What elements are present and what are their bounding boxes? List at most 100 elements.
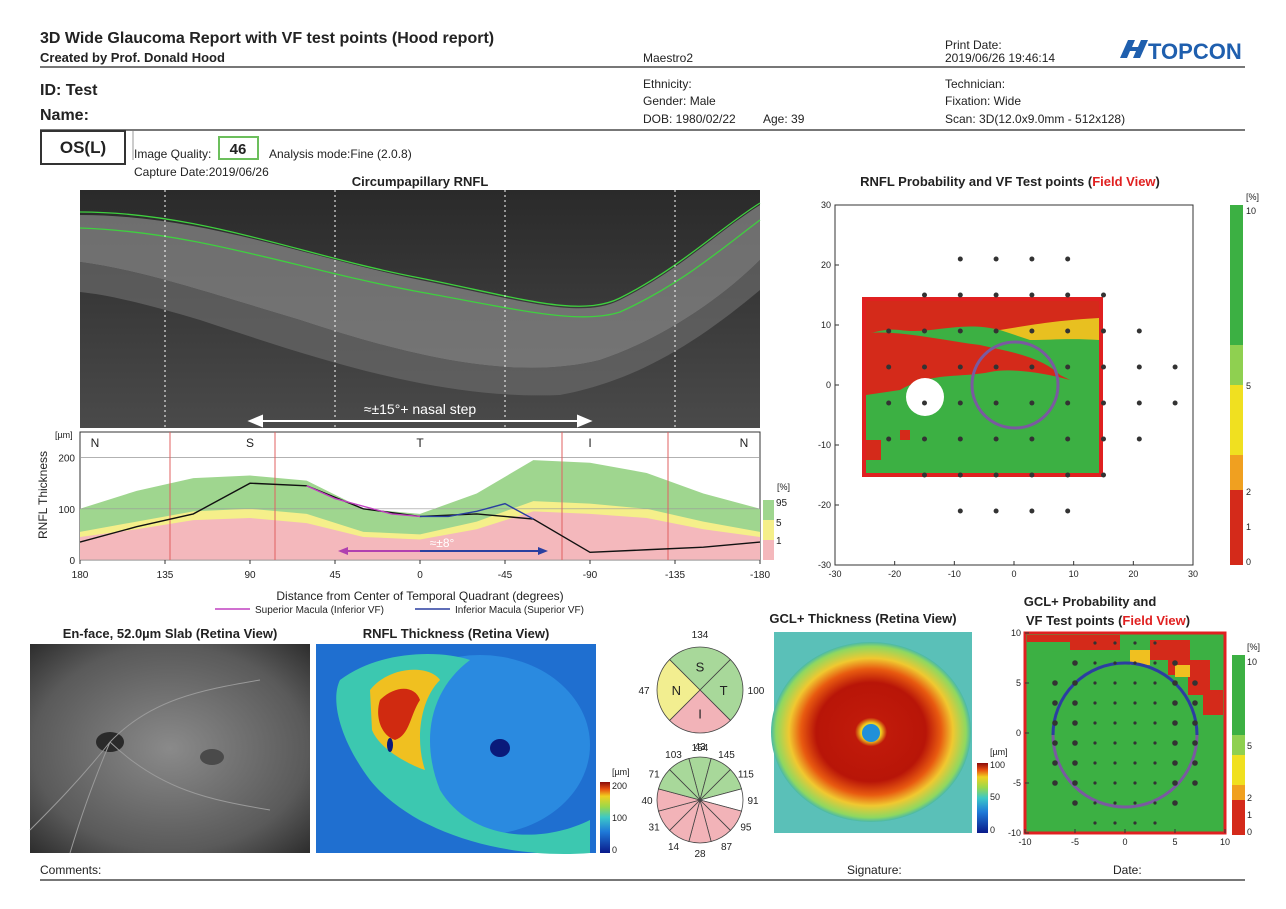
report-subtitle: Created by Prof. Donald Hood xyxy=(40,50,225,65)
sector xyxy=(669,757,701,802)
vf-test-point xyxy=(1136,364,1142,370)
x-tick-label: 0 xyxy=(1122,837,1127,847)
vf-test-point xyxy=(1065,508,1071,514)
vf-test-point xyxy=(1101,364,1106,370)
vf-test-point xyxy=(1029,436,1035,442)
vf-test-point xyxy=(1192,740,1198,746)
vf-test-point xyxy=(1153,761,1157,765)
analysis-mode: Analysis mode:Fine (2.0.8) xyxy=(269,147,412,161)
comments-label: Comments: xyxy=(40,863,101,877)
y-unit: [µm] xyxy=(55,430,73,440)
vf-test-point xyxy=(1113,641,1117,645)
x-tick-label: -30 xyxy=(828,569,841,579)
scale-label: 10 xyxy=(1246,206,1256,216)
print-date: 2019/06/26 19:46:14 xyxy=(945,51,1055,65)
vf-test-point xyxy=(922,400,927,406)
y-tick-label: 10 xyxy=(1011,628,1021,638)
superior-macula-line xyxy=(306,485,421,518)
vf-test-point xyxy=(886,436,892,442)
vf-test-point xyxy=(1101,328,1106,334)
vf-test-point xyxy=(1029,256,1035,262)
capture-date: Capture Date:2019/06/26 xyxy=(134,165,269,179)
sector-value: 28 xyxy=(694,849,706,860)
vf-test-point xyxy=(1052,780,1058,786)
sector-value: 40 xyxy=(641,796,653,807)
sector-label: N xyxy=(740,436,749,450)
sector xyxy=(656,659,701,721)
vf-test-point xyxy=(1029,472,1035,478)
field-view-plot: -30 -20 -10 0 10 20 30 -30 -20 -10 0 10 20 30 xyxy=(818,200,1198,579)
vf-test-point xyxy=(1133,681,1137,685)
vf-test-point xyxy=(1172,364,1178,370)
title-part: RNFL Probability and VF Test points ( xyxy=(860,174,1093,189)
x-tick-label: -20 xyxy=(888,569,901,579)
sector-label: I xyxy=(698,707,702,722)
sector-value: 87 xyxy=(721,842,733,853)
vf-test-point xyxy=(922,328,927,334)
x-tick-label: -10 xyxy=(1018,837,1031,847)
sector-label: S xyxy=(246,436,254,450)
gcl-field-title: GCL+ Probability and xyxy=(1024,594,1157,609)
vf-test-point xyxy=(1192,780,1198,786)
sector-value: 103 xyxy=(665,750,682,761)
y-tick-label: 200 xyxy=(58,454,75,465)
oct-bscan xyxy=(79,190,761,428)
vf-test-point xyxy=(993,256,999,262)
vf-test-point xyxy=(1113,741,1117,745)
patient-id: ID: Test xyxy=(40,82,98,99)
enface-title: En-face, 52.0µm Slab (Retina View) xyxy=(63,626,278,641)
vf-test-point xyxy=(1113,721,1117,725)
sector-label: I xyxy=(588,436,591,450)
scale-label: 10 xyxy=(1247,657,1257,667)
vf-test-point xyxy=(1136,328,1142,334)
legend-label: Inferior Macula (Superior VF) xyxy=(455,605,584,616)
patient-name: Name: xyxy=(40,107,89,124)
y-tick-label: 0 xyxy=(1016,728,1021,738)
scale-labels: [µm] 200 100 0 xyxy=(612,767,630,855)
scale-label: 0 xyxy=(990,825,995,835)
x-tick-label: 90 xyxy=(244,570,256,581)
vf-test-point xyxy=(1101,292,1106,298)
age: Age: 39 xyxy=(763,112,805,126)
vf-test-point xyxy=(1101,436,1106,442)
title-part: ) xyxy=(1186,613,1190,628)
vf-test-point xyxy=(1093,781,1097,785)
image-quality: 46 xyxy=(230,141,247,158)
vf-test-point xyxy=(1153,781,1157,785)
sector xyxy=(669,689,731,734)
scale-label: 200 xyxy=(612,781,627,791)
vf-test-point xyxy=(1065,328,1071,334)
vf-test-point xyxy=(993,472,999,478)
y-tick-label: 30 xyxy=(821,200,831,210)
vf-test-point xyxy=(1052,720,1058,726)
eye-box xyxy=(40,130,126,165)
sector-value: 95 xyxy=(740,823,752,834)
sector-value: 91 xyxy=(747,796,759,807)
sector-value: 115 xyxy=(738,770,754,781)
vf-test-point xyxy=(886,364,892,370)
vf-test-point xyxy=(1029,508,1035,514)
sector-label: T xyxy=(720,683,728,698)
legend-unit: [%] xyxy=(777,482,790,492)
vf-test-point xyxy=(1065,256,1071,262)
vf-test-point xyxy=(1029,292,1035,298)
vf-test-point xyxy=(1072,660,1078,666)
sector xyxy=(699,659,744,721)
vf-test-point xyxy=(922,472,927,478)
sector-value: 14 xyxy=(668,842,680,853)
fixation: Fixation: Wide xyxy=(945,94,1021,108)
annotation-small: ≈±8° xyxy=(430,536,455,550)
scale-label: 100 xyxy=(990,760,1005,770)
sector-value: 47 xyxy=(638,686,650,697)
vf-test-point xyxy=(1093,761,1097,765)
norm-band xyxy=(80,511,760,560)
vf-test-point xyxy=(1065,472,1071,478)
vf-test-point xyxy=(886,328,892,334)
y-tick-label: -5 xyxy=(1013,778,1021,788)
vf-test-point xyxy=(1113,681,1117,685)
gcl-field-plot: -10 -5 0 5 10 -10 -5 0 5 10 xyxy=(1008,628,1230,847)
probability-scale xyxy=(1230,205,1243,565)
gcl-probability-map xyxy=(1023,631,1227,835)
device: Maestro2 xyxy=(643,51,693,65)
